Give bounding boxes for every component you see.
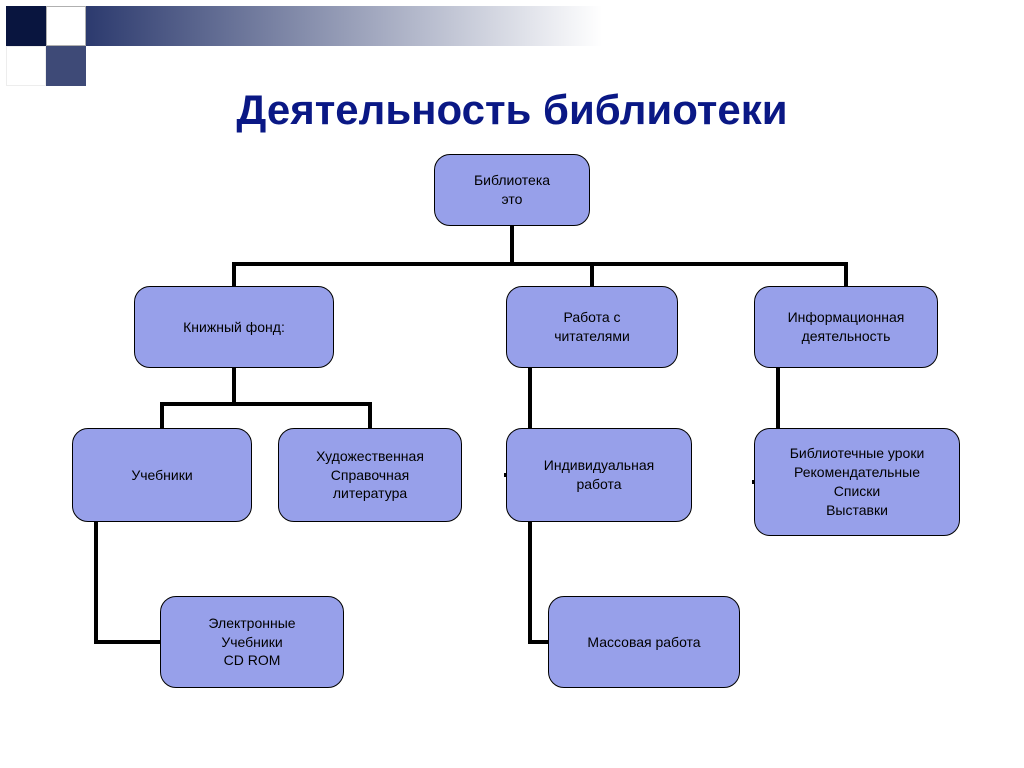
node-lessons-line-2: Списки (834, 482, 880, 501)
node-ebooks: ЭлектронныеУчебникиCD ROM (160, 596, 344, 688)
node-read: Работа считателями (506, 286, 678, 368)
node-text2-line-0: Художественная (316, 447, 424, 466)
node-root: Библиотекаэто (434, 154, 590, 226)
node-text2-line-2: литература (333, 484, 407, 503)
node-ebooks-line-0: Электронные (208, 614, 295, 633)
corner-square-3 (46, 46, 86, 86)
node-ebooks-line-1: Учебники (221, 633, 282, 652)
corner-square-0 (6, 6, 46, 46)
node-read-line-0: Работа с (563, 308, 620, 327)
node-indiv-line-1: работа (576, 475, 621, 494)
node-ebooks-line-2: CD ROM (224, 651, 281, 670)
corner-square-1 (46, 6, 86, 46)
edge-text1-ebooks (96, 522, 160, 642)
node-info: Информационнаядеятельность (754, 286, 938, 368)
node-lessons: Библиотечные урокиРекомендательныеСписки… (754, 428, 960, 536)
node-root-line-1: это (502, 190, 523, 209)
node-indiv: Индивидуальнаяработа (506, 428, 692, 522)
edge-indiv-mass (530, 522, 548, 642)
node-text1: Учебники (72, 428, 252, 522)
node-text2: ХудожественнаяСправочнаялитература (278, 428, 462, 522)
top-gradient-bar (86, 6, 1024, 46)
node-info-line-1: деятельность (802, 327, 891, 346)
node-lessons-line-1: Рекомендательные (794, 463, 920, 482)
node-text2-line-1: Справочная (331, 466, 409, 485)
node-fond: Книжный фонд: (134, 286, 334, 368)
node-root-line-0: Библиотека (474, 171, 550, 190)
corner-square-2 (6, 46, 46, 86)
node-read-line-1: читателями (554, 327, 630, 346)
slide-title: Деятельность библиотеки (0, 86, 1024, 134)
node-fond-line-0: Книжный фонд: (183, 318, 285, 337)
node-mass-line-0: Массовая работа (587, 633, 700, 652)
node-text1-line-0: Учебники (131, 466, 192, 485)
node-mass: Массовая работа (548, 596, 740, 688)
node-indiv-line-0: Индивидуальная (544, 456, 654, 475)
node-info-line-0: Информационная (788, 308, 905, 327)
node-lessons-line-3: Выставки (826, 501, 888, 520)
node-lessons-line-0: Библиотечные уроки (790, 444, 925, 463)
